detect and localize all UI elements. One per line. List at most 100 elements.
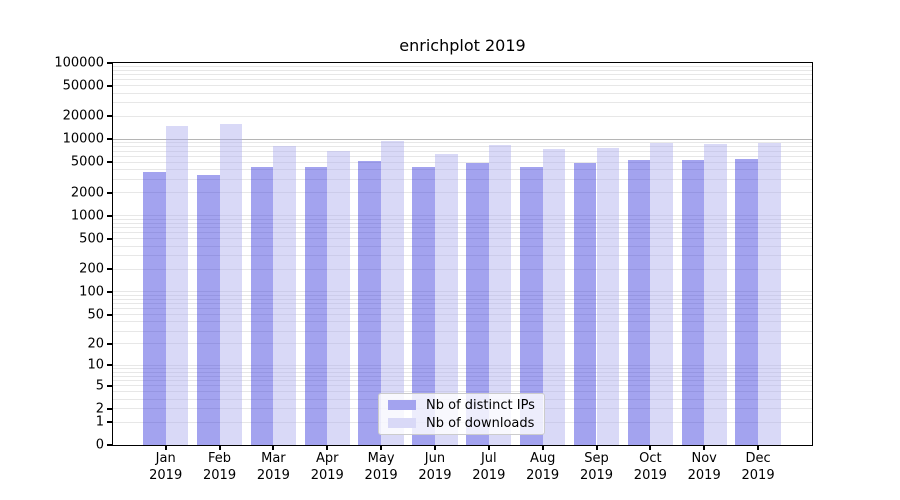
bar-nb-of-distinct-ips-oct xyxy=(627,160,651,445)
bar-nb-of-distinct-ips-feb xyxy=(196,175,220,445)
gridline-90 xyxy=(113,294,812,296)
chart-title: enrichplot 2019 xyxy=(399,36,526,55)
bar-nb-of-downloads-oct xyxy=(650,142,674,445)
x-tick-label-nov: Nov 2019 xyxy=(687,451,721,483)
bar-nb-of-downloads-jan xyxy=(165,126,189,445)
gridline-10000 xyxy=(113,138,812,140)
bar-nb-of-downloads-feb xyxy=(219,124,243,445)
y-tick-label-10000: 10000 xyxy=(62,131,104,147)
gridline-70 xyxy=(113,303,812,305)
legend-item-downloads: Nb of downloads xyxy=(388,416,535,431)
bar-nb-of-downloads-jun xyxy=(434,153,458,445)
bar-nb-of-downloads-aug xyxy=(542,149,566,445)
bar-nb-of-distinct-ips-jul xyxy=(466,163,489,445)
y-tick-label-5: 5 xyxy=(95,378,104,394)
bar-nb-of-distinct-ips-sep xyxy=(573,163,597,445)
bar-nb-of-downloads-sep xyxy=(596,148,620,445)
gridline-100 xyxy=(113,291,812,293)
x-tick-mark-apr xyxy=(326,446,329,450)
y-tick-label-5000: 5000 xyxy=(70,154,104,170)
gridline-7000 xyxy=(113,150,812,152)
gridline-40 xyxy=(113,321,812,323)
x-tick-label-sep: Sep 2019 xyxy=(579,451,614,483)
bar-nb-of-distinct-ips-aug xyxy=(519,166,543,445)
x-tick-mark-feb xyxy=(218,446,221,450)
y-tick-label-50: 50 xyxy=(87,307,104,323)
gridline-9000 xyxy=(113,142,812,144)
x-tick-mark-jun xyxy=(433,446,436,450)
x-tick-label-feb: Feb 2019 xyxy=(203,451,237,483)
gridline-20000 xyxy=(113,115,812,117)
x-tick-label-mar: Mar 2019 xyxy=(256,451,290,483)
bar-nb-of-distinct-ips-mar xyxy=(250,167,274,445)
gridline-600 xyxy=(113,232,812,234)
y-tick-label-1: 1 xyxy=(95,414,104,430)
bar-nb-of-distinct-ips-jun xyxy=(412,167,435,445)
y-tick-label-1000: 1000 xyxy=(70,208,104,224)
gridline-50 xyxy=(113,314,812,316)
legend-swatch-downloads xyxy=(388,418,416,428)
gridline-2000 xyxy=(113,192,812,194)
gridline-5000 xyxy=(113,161,812,163)
gridline-1000 xyxy=(113,215,812,217)
x-tick-mark-may xyxy=(380,446,383,450)
legend-item-distinct-ips: Nb of distinct IPs xyxy=(388,398,535,413)
legend: Nb of distinct IPs Nb of downloads xyxy=(378,393,545,435)
gridline-8000 xyxy=(113,146,812,148)
gridlines-layer xyxy=(113,63,812,445)
bar-nb-of-downloads-jul xyxy=(488,144,512,445)
x-tick-label-aug: Aug 2019 xyxy=(526,451,560,483)
x-tick-mark-nov xyxy=(703,446,706,450)
bar-nb-of-distinct-ips-nov xyxy=(681,160,705,445)
legend-label-distinct-ips: Nb of distinct IPs xyxy=(426,397,535,413)
bar-nb-of-distinct-ips-apr xyxy=(304,167,328,445)
gridline-800 xyxy=(113,222,812,224)
bar-nb-of-distinct-ips-jan xyxy=(143,172,166,445)
x-tick-mark-mar xyxy=(272,446,275,450)
gridline-60 xyxy=(113,308,812,310)
gridline-60000 xyxy=(113,79,812,81)
y-tick-label-100: 100 xyxy=(79,284,104,300)
y-tick-label-50000: 50000 xyxy=(62,78,104,94)
bar-nb-of-downloads-nov xyxy=(704,143,727,445)
gridline-90000 xyxy=(113,65,812,67)
bar-nb-of-distinct-ips-may xyxy=(358,161,382,445)
x-tick-mark-aug xyxy=(541,446,544,450)
gridline-80000 xyxy=(113,69,812,71)
x-tick-label-jul: Jul 2019 xyxy=(472,451,506,483)
gridline-50000 xyxy=(113,85,812,87)
gridline-7 xyxy=(113,375,812,377)
plot-area: Nb of distinct IPs Nb of downloads xyxy=(112,62,813,446)
x-tick-label-apr: Apr 2019 xyxy=(310,451,344,483)
gridline-3000 xyxy=(113,178,812,180)
y-tick-label-100000: 100000 xyxy=(54,55,104,71)
gridline-6000 xyxy=(113,155,812,157)
gridline-80 xyxy=(113,298,812,300)
y-tick-label-10: 10 xyxy=(87,357,104,373)
gridline-4 xyxy=(113,391,812,393)
x-tick-label-jan: Jan 2019 xyxy=(149,451,183,483)
gridline-400 xyxy=(113,245,812,247)
x-tick-mark-jan xyxy=(164,446,167,450)
gridline-4000 xyxy=(113,169,812,171)
x-tick-mark-jul xyxy=(487,446,490,450)
gridline-9 xyxy=(113,368,812,370)
y-tick-label-0: 0 xyxy=(95,437,104,453)
gridline-30 xyxy=(113,330,812,332)
bar-nb-of-downloads-mar xyxy=(273,146,297,445)
x-tick-label-oct: Oct 2019 xyxy=(633,451,667,483)
gridline-70000 xyxy=(113,74,812,76)
gridline-10 xyxy=(113,364,812,366)
x-tick-mark-oct xyxy=(649,446,652,450)
gridline-5 xyxy=(113,385,812,387)
y-tick-label-2000: 2000 xyxy=(70,185,104,201)
legend-swatch-distinct-ips xyxy=(388,400,416,410)
gridline-6 xyxy=(113,379,812,381)
gridline-300 xyxy=(113,255,812,257)
x-tick-label-may: May 2019 xyxy=(364,451,398,483)
gridline-900 xyxy=(113,218,812,220)
gridline-30000 xyxy=(113,102,812,104)
x-tick-mark-sep xyxy=(595,446,598,450)
x-tick-label-jun: Jun 2019 xyxy=(418,451,452,483)
